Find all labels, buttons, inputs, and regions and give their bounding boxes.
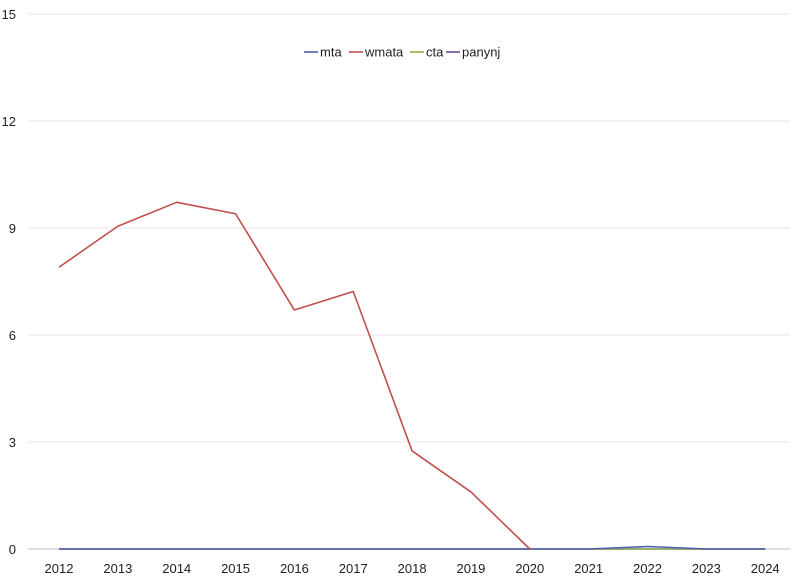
legend-label: wmata: [364, 45, 404, 60]
y-tick-label: 12: [2, 114, 16, 129]
gridlines: [28, 13, 790, 550]
y-tick-label: 15: [2, 7, 16, 22]
x-tick-label: 2015: [221, 561, 250, 576]
legend-label: cta: [426, 45, 444, 60]
legend-label: panynj: [462, 45, 500, 60]
legend-label: mta: [320, 45, 342, 60]
y-tick-label: 6: [9, 328, 16, 343]
x-tick-label: 2024: [751, 561, 780, 576]
y-tick-label: 3: [9, 435, 16, 450]
x-tick-label: 2018: [398, 561, 427, 576]
legend-item-cta: cta: [410, 45, 444, 60]
series-line-mta: [59, 545, 766, 550]
x-tick-label: 2019: [456, 561, 485, 576]
x-axis-tick-labels: 2012 2013 2014 2015 2016 2017 2018 2019 2020 2021…: [45, 561, 780, 576]
x-tick-label: 2023: [692, 561, 721, 576]
legend-item-wmata: wmata: [349, 45, 404, 60]
legend-item-panynj: panynj: [446, 45, 500, 60]
x-tick-label: 2013: [103, 561, 132, 576]
y-tick-label: 0: [9, 542, 16, 557]
x-tick-label: 2014: [162, 561, 191, 576]
x-tick-label: 2020: [515, 561, 544, 576]
legend: mta wmata cta panynj: [304, 45, 500, 60]
series-lines: [58, 201, 766, 550]
x-tick-label: 2021: [574, 561, 603, 576]
y-tick-label: 9: [9, 221, 16, 236]
x-tick-label: 2017: [339, 561, 368, 576]
x-tick-label: 2012: [45, 561, 74, 576]
legend-item-mta: mta: [304, 45, 342, 60]
series-line-wmata: [58, 201, 531, 550]
x-tick-label: 2022: [633, 561, 662, 576]
y-axis-tick-labels: 0 3 6 9 12 15: [2, 7, 16, 557]
x-tick-label: 2016: [280, 561, 309, 576]
